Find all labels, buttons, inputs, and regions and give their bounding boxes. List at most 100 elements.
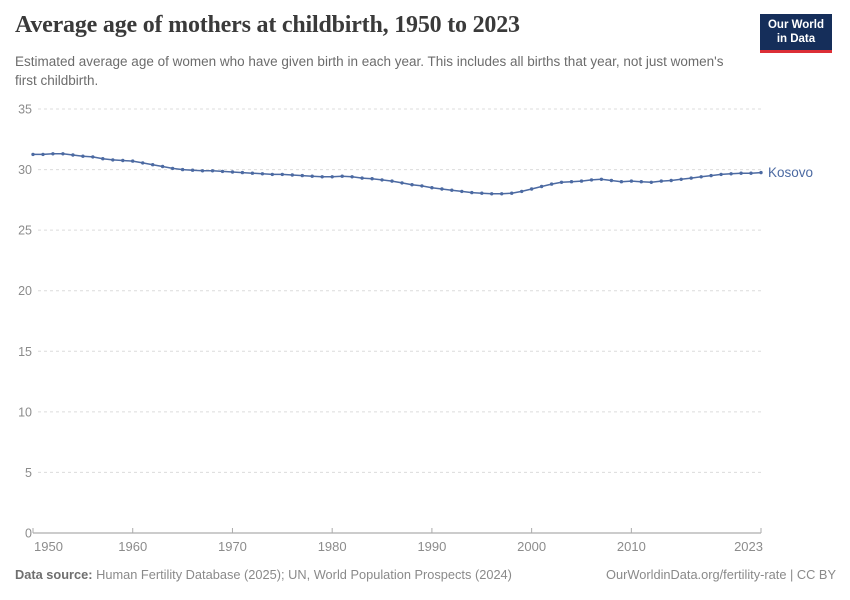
- data-point[interactable]: [360, 176, 364, 180]
- data-point[interactable]: [529, 187, 534, 191]
- data-point[interactable]: [180, 167, 185, 172]
- data-point[interactable]: [759, 170, 763, 175]
- data-point[interactable]: [599, 177, 604, 181]
- data-point[interactable]: [41, 152, 45, 157]
- data-point[interactable]: [729, 172, 733, 176]
- y-tick-label: 30: [18, 163, 32, 177]
- data-point[interactable]: [71, 153, 75, 157]
- data-point[interactable]: [430, 186, 434, 190]
- data-point[interactable]: [460, 189, 464, 194]
- data-point[interactable]: [230, 170, 235, 174]
- footer-credit[interactable]: OurWorldinData.org/fertility-rate | CC B…: [606, 567, 836, 582]
- data-point[interactable]: [370, 177, 374, 181]
- data-point[interactable]: [709, 173, 713, 178]
- data-point[interactable]: [749, 171, 753, 175]
- data-point[interactable]: [470, 190, 474, 195]
- y-tick-label: 35: [18, 103, 32, 117]
- data-point[interactable]: [659, 179, 663, 183]
- data-point[interactable]: [699, 175, 703, 179]
- owid-logo[interactable]: Our World in Data: [759, 14, 832, 53]
- data-point[interactable]: [510, 191, 514, 195]
- data-point[interactable]: [450, 188, 454, 192]
- data-point[interactable]: [190, 168, 195, 172]
- data-point[interactable]: [340, 174, 344, 178]
- line-chart[interactable]: 0 5 10 15 20 25 30 35 1950 1960 1970 1980 1990 2000 20…: [0, 0, 850, 560]
- data-point[interactable]: [480, 191, 484, 195]
- data-point[interactable]: [420, 184, 424, 188]
- chart-subtitle: Estimated average age of women who have …: [15, 54, 724, 89]
- data-point[interactable]: [31, 152, 35, 157]
- data-point[interactable]: [121, 158, 125, 163]
- data-point[interactable]: [131, 159, 135, 163]
- data-point[interactable]: [170, 166, 175, 171]
- data-point[interactable]: [320, 175, 324, 179]
- data-point[interactable]: [539, 184, 544, 189]
- data-point[interactable]: [569, 180, 574, 184]
- data-source: Data source: Human Fertility Database (2…: [15, 567, 512, 582]
- data-point[interactable]: [669, 178, 673, 183]
- data-point[interactable]: [350, 175, 354, 179]
- data-point[interactable]: [300, 173, 304, 178]
- data-point[interactable]: [290, 173, 294, 177]
- y-tick-label: 15: [18, 345, 32, 359]
- data-point[interactable]: [520, 189, 524, 194]
- data-point[interactable]: [639, 180, 643, 184]
- data-point[interactable]: [609, 178, 614, 183]
- data-point[interactable]: [679, 177, 683, 181]
- data-point[interactable]: [579, 179, 584, 183]
- x-tick-label: 1980: [318, 539, 347, 554]
- data-point[interactable]: [240, 170, 245, 175]
- data-point[interactable]: [739, 171, 743, 175]
- y-tick-label: 10: [18, 405, 32, 419]
- data-point[interactable]: [719, 172, 723, 177]
- x-tick-label: 2000: [517, 539, 546, 554]
- data-point[interactable]: [559, 180, 564, 184]
- data-point[interactable]: [101, 157, 105, 161]
- data-point[interactable]: [61, 152, 65, 156]
- data-point[interactable]: [400, 181, 404, 185]
- data-point[interactable]: [589, 178, 594, 182]
- y-tick-label: 25: [18, 224, 32, 238]
- data-point[interactable]: [280, 172, 284, 177]
- data-point[interactable]: [111, 158, 115, 162]
- data-point[interactable]: [220, 169, 225, 174]
- chart-footer: Data source: Human Fertility Database (2…: [15, 567, 836, 582]
- owid-logo-line2: in Data: [776, 33, 816, 46]
- x-tick-label: 2023: [734, 539, 763, 554]
- data-point[interactable]: [500, 192, 504, 196]
- data-point[interactable]: [649, 180, 653, 184]
- data-point[interactable]: [81, 154, 85, 158]
- data-point[interactable]: [260, 172, 265, 176]
- data-point[interactable]: [689, 176, 693, 180]
- data-point[interactable]: [210, 169, 215, 173]
- data-point[interactable]: [410, 183, 414, 187]
- data-point[interactable]: [330, 175, 334, 179]
- data-point[interactable]: [619, 180, 624, 184]
- data-point[interactable]: [440, 187, 444, 191]
- data-point[interactable]: [160, 164, 165, 169]
- data-point[interactable]: [91, 155, 95, 159]
- series-line-kosovo[interactable]: [32, 153, 762, 195]
- data-point[interactable]: [200, 169, 205, 173]
- data-point[interactable]: [51, 152, 55, 156]
- data-point[interactable]: [310, 174, 314, 178]
- data-source-text: Human Fertility Database (2025); UN, Wor…: [92, 567, 512, 582]
- chart-title: Average age of mothers at childbirth, 19…: [15, 12, 520, 38]
- data-point[interactable]: [490, 192, 494, 196]
- data-point[interactable]: [549, 182, 554, 186]
- owid-logo-line1: Our World: [767, 19, 824, 31]
- data-point[interactable]: [629, 179, 634, 183]
- series-label-kosovo[interactable]: Kosovo: [768, 165, 813, 180]
- data-point[interactable]: [250, 171, 255, 175]
- y-tick-label: 0: [25, 527, 32, 541]
- data-point[interactable]: [141, 161, 145, 165]
- x-tick-label: 1990: [417, 539, 446, 554]
- x-tick-label: 1950: [34, 539, 63, 554]
- data-point[interactable]: [270, 172, 274, 177]
- data-point[interactable]: [380, 178, 384, 182]
- y-tick-label: 5: [25, 466, 32, 480]
- data-point[interactable]: [390, 179, 394, 183]
- data-point[interactable]: [151, 163, 155, 167]
- x-tick-label: 1970: [218, 539, 247, 554]
